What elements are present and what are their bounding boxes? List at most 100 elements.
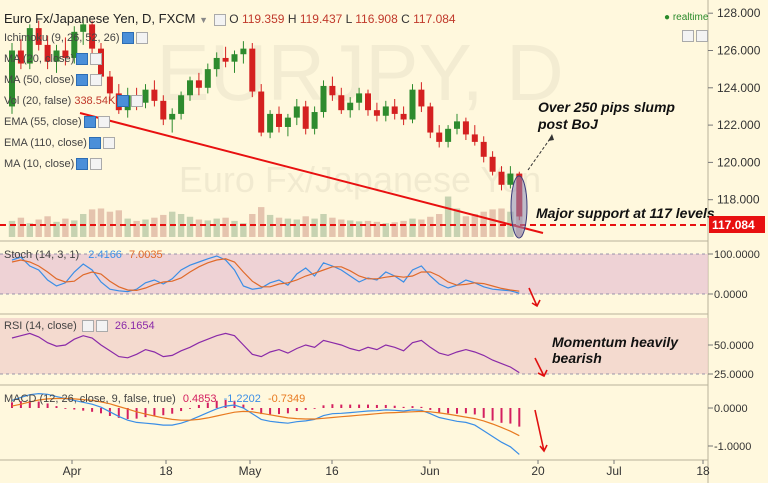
time-tick-label: 16 — [325, 464, 339, 478]
visibility-icon[interactable] — [213, 13, 226, 26]
macd-hist-bar — [251, 408, 254, 410]
macd-hist-bar — [91, 408, 94, 412]
price-tick-label: 118.000 — [717, 193, 760, 207]
macd-hist-bar — [189, 408, 191, 409]
price-axis[interactable]: 128.000 126.000 124.000 122.000 120.000 118.0… — [708, 6, 761, 207]
macd-legend[interactable]: MACD (12, 26, close, 9, false, true) 0.4… — [4, 393, 306, 405]
indicator-item[interactable]: MA (10, close) — [4, 158, 103, 171]
indicator-settings-icon[interactable] — [90, 158, 103, 171]
volume-bar — [115, 210, 122, 237]
indicator-label: MA (10, close) — [4, 158, 75, 170]
volume-bar — [97, 208, 105, 237]
indicator-item[interactable]: EMA (55, close) — [4, 116, 110, 129]
grid-icon[interactable] — [682, 29, 694, 42]
candle-body — [80, 24, 87, 32]
watermark-symbol: EURJPY, D — [156, 28, 564, 117]
price-tick-label: 126.000 — [717, 43, 761, 57]
macd-hist-bar — [393, 405, 396, 408]
indicator-settings-icon[interactable] — [90, 74, 103, 87]
candle-body — [382, 106, 389, 116]
candle-body — [507, 173, 514, 185]
volume-bar — [364, 220, 372, 237]
rsi-settings-icon[interactable] — [95, 320, 108, 333]
indicator-item[interactable]: Vol (20, false) 338.54K — [4, 95, 144, 108]
candle-body — [106, 76, 113, 94]
indicator-item[interactable]: Ichimoku (9, 26, 52, 26) — [4, 32, 148, 45]
candle-body — [9, 50, 15, 107]
volume-bar — [338, 219, 345, 237]
indicator-settings-icon[interactable] — [135, 32, 148, 45]
candle-body — [462, 121, 469, 135]
indicator-eye-icon[interactable] — [76, 74, 89, 87]
candle-body — [26, 28, 33, 64]
candle-body — [293, 106, 300, 118]
macd-hist-bar — [269, 408, 272, 415]
indicator-eye-icon[interactable] — [88, 137, 101, 150]
indicator-eye-icon[interactable] — [76, 158, 89, 171]
window-controls[interactable] — [680, 27, 708, 45]
macd-hist-bar — [37, 401, 40, 408]
indicator-item[interactable]: EMA (110, close) — [4, 137, 115, 150]
volume-bar — [35, 219, 42, 237]
candle-body — [187, 80, 193, 96]
indicator-eye-icon[interactable] — [117, 95, 130, 108]
rsi-legend[interactable]: RSI (14, close) 26.1654 — [4, 320, 155, 333]
candle-body — [160, 100, 167, 120]
volume-bar — [347, 220, 354, 237]
time-axis[interactable]: Apr 18 May 16 Jun 20 Jul 18 — [63, 460, 710, 478]
candle-body — [213, 57, 220, 70]
candle-body — [204, 69, 211, 88]
indicator-settings-icon[interactable] — [90, 53, 103, 66]
rsi-eye-icon[interactable] — [81, 320, 94, 333]
indicator-label: MA (20, close) — [4, 53, 75, 65]
volume-bar — [382, 223, 389, 237]
indicator-settings-icon[interactable] — [131, 95, 144, 108]
symbol-header[interactable]: Euro Fx/Japanese Yen, D, FXCM ▼ O 119.35… — [4, 11, 456, 26]
indicator-eye-icon[interactable] — [76, 53, 89, 66]
macd-hist-bar — [260, 408, 263, 415]
indicator-settings-icon[interactable] — [97, 116, 110, 129]
macd-hist-bar — [73, 408, 76, 410]
volume-bar — [418, 219, 425, 237]
volume-bar — [204, 220, 211, 237]
macd-hist-bar — [402, 406, 405, 408]
volume-bar — [400, 220, 407, 237]
candle-body — [373, 110, 380, 116]
macd-hist-bar — [242, 404, 245, 408]
macd-hist-bar — [411, 406, 414, 408]
layout-icon[interactable] — [696, 29, 708, 42]
symbol-dropdown-icon[interactable]: ▼ — [199, 15, 209, 25]
volume-bar — [329, 217, 336, 237]
trend-line[interactable] — [79, 112, 544, 234]
macd-hist-bar — [447, 408, 450, 414]
volume-bar — [231, 220, 238, 237]
indicator-eye-icon[interactable] — [83, 116, 96, 129]
time-tick-label: 18 — [159, 464, 173, 478]
indicator-item[interactable]: MA (50, close) — [4, 74, 103, 87]
macd-hist-bar — [464, 408, 467, 414]
indicator-settings-icon[interactable] — [102, 137, 115, 150]
volume-bar — [133, 220, 140, 237]
candle-body — [311, 112, 318, 129]
candle-body — [400, 113, 407, 120]
down-arrows — [528, 287, 548, 453]
volume-bar — [444, 196, 452, 237]
realtime-indicator: ● realtime — [664, 12, 709, 23]
candle-body — [471, 134, 478, 142]
volume-bar — [293, 219, 300, 237]
rsi-series — [11, 332, 520, 374]
indicator-eye-icon[interactable] — [121, 32, 134, 45]
macd-hist-bar — [456, 408, 458, 414]
candle-body — [276, 113, 282, 127]
volume-bar — [311, 218, 318, 237]
candle-body — [178, 95, 185, 114]
volume-bar — [44, 216, 51, 237]
candle-body — [391, 106, 398, 114]
rsi-band — [0, 318, 708, 374]
stoch-legend[interactable]: Stoch (14, 3, 1) 2.4166 7.0035 — [4, 249, 163, 261]
macd-hist-bar — [295, 408, 298, 412]
indicator-item[interactable]: MA (20, close) — [4, 53, 103, 66]
macd-hist-bar — [82, 408, 85, 411]
